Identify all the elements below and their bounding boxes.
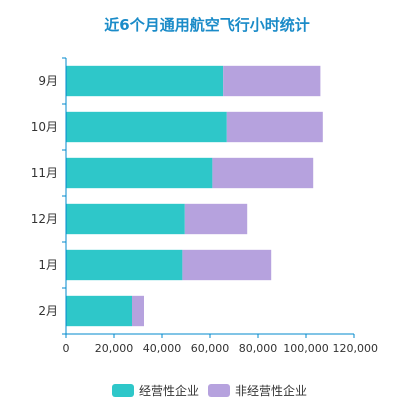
bar-operating-3[interactable] bbox=[66, 157, 213, 189]
bar-non-operating-6[interactable] bbox=[132, 295, 144, 327]
bar-operating-5[interactable] bbox=[66, 249, 183, 281]
legend-swatch-non-operating[interactable] bbox=[208, 384, 230, 397]
chart-title: 近6个月通用航空飞行小时统计 bbox=[104, 16, 309, 34]
category-label: 12月 bbox=[31, 212, 58, 226]
x-tick-label: 40,000 bbox=[143, 342, 182, 355]
bar-non-operating-4[interactable] bbox=[184, 203, 248, 235]
x-tick-label: 20,000 bbox=[95, 342, 134, 355]
legend-label-operating[interactable]: 经营性企业 bbox=[139, 383, 199, 398]
bars-group bbox=[66, 65, 323, 327]
bar-non-operating-5[interactable] bbox=[182, 249, 272, 281]
bar-operating-4[interactable] bbox=[66, 203, 185, 235]
axes-group: 9月 10月 11月 12月 1月 2月 0 20,000 40,000 60,000 80,000… bbox=[31, 57, 379, 355]
bar-non-operating-3[interactable] bbox=[212, 157, 314, 189]
bar-operating-6[interactable] bbox=[66, 295, 132, 327]
x-tick-label: 100,000 bbox=[283, 342, 329, 355]
bar-operating-2[interactable] bbox=[66, 111, 227, 143]
legend-swatch-operating[interactable] bbox=[112, 384, 134, 397]
category-label: 2月 bbox=[38, 304, 58, 318]
x-tick-label: 120,000 bbox=[333, 342, 379, 355]
legend-label-non-operating[interactable]: 非经营性企业 bbox=[235, 383, 307, 398]
category-label: 10月 bbox=[31, 120, 58, 134]
x-tick-label: 80,000 bbox=[239, 342, 278, 355]
category-label: 1月 bbox=[38, 258, 58, 272]
bar-non-operating-2[interactable] bbox=[226, 111, 323, 143]
bar-non-operating-1[interactable] bbox=[223, 65, 321, 97]
category-label: 11月 bbox=[31, 166, 58, 180]
legend[interactable]: 经营性企业 非经营性企业 bbox=[112, 383, 307, 398]
x-tick-label: 0 bbox=[63, 342, 70, 355]
x-tick-label: 60,000 bbox=[191, 342, 230, 355]
bar-operating-1[interactable] bbox=[66, 65, 224, 97]
category-label: 9月 bbox=[38, 74, 58, 88]
